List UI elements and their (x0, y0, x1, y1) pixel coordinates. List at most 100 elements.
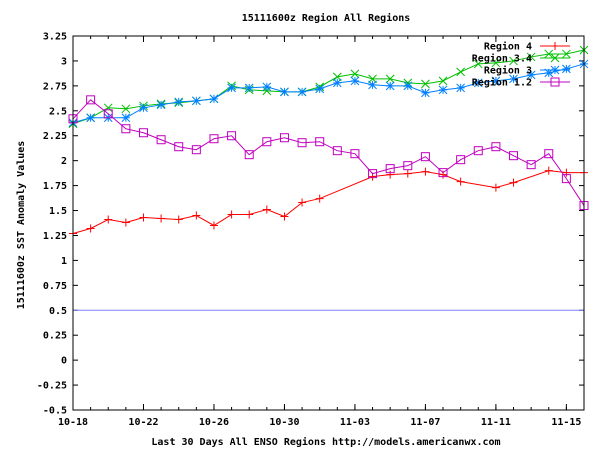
square-marker (174, 142, 184, 152)
square-marker (420, 152, 430, 162)
square-marker (209, 134, 219, 144)
plus-marker (209, 221, 218, 230)
asterisk-marker (280, 87, 289, 97)
square-marker (561, 174, 571, 184)
plus-marker (562, 168, 571, 177)
asterisk-marker (403, 81, 413, 91)
plus-marker (139, 213, 148, 222)
asterisk-marker (297, 87, 307, 97)
plus-marker (491, 183, 500, 192)
square-marker (509, 151, 519, 161)
y-tick-label: 3 (61, 56, 67, 67)
series-region-4 (69, 166, 588, 238)
x-marker (509, 56, 518, 66)
plus-marker (551, 42, 559, 50)
plus-marker (509, 178, 518, 187)
asterisk-marker (421, 88, 430, 98)
asterisk-marker (156, 100, 166, 110)
asterisk-marker (368, 80, 377, 90)
plus-marker (544, 166, 553, 175)
plus-marker (192, 211, 201, 220)
asterisk-marker (227, 83, 236, 93)
y-tick-label: 2.5 (49, 106, 67, 117)
y-tick-label: 2.75 (43, 81, 67, 92)
y-axis-label: 15111600z SST Anomaly Values (16, 141, 27, 310)
plus-marker (104, 215, 113, 224)
square-marker (456, 155, 466, 165)
x-tick-label: 10-30 (269, 417, 299, 428)
x-marker (103, 103, 113, 113)
y-tick-label: 0 (61, 356, 67, 367)
asterisk-marker (385, 81, 395, 91)
square-marker (297, 138, 307, 148)
asterisk-marker (121, 113, 131, 123)
asterisk-marker (174, 97, 184, 107)
plus-marker (86, 224, 95, 233)
asterisk-marker (526, 70, 536, 80)
square-marker (244, 150, 254, 160)
plot-frame (72, 35, 585, 411)
y-tick-label: 0.25 (43, 331, 67, 342)
plus-marker (439, 170, 448, 179)
x-tick-label: 11-07 (410, 417, 440, 428)
plus-marker (298, 198, 307, 207)
square-marker (550, 77, 560, 87)
square-marker (544, 149, 554, 159)
asterisk-marker (332, 78, 342, 88)
x-marker (562, 49, 571, 59)
y-tick-label: -0.5 (43, 406, 67, 417)
asterisk-marker (438, 85, 448, 95)
square-marker (473, 146, 483, 156)
square-marker (121, 124, 131, 134)
asterisk-marker (86, 113, 95, 123)
y-tick-label: -0.25 (37, 381, 67, 392)
x-marker (121, 104, 131, 114)
plus-marker (227, 210, 236, 219)
square-marker (315, 137, 325, 147)
plus-marker (315, 194, 324, 203)
x-marker (456, 67, 466, 77)
chart-title: 15111600z Region All Regions (242, 12, 411, 24)
series-layer (68, 45, 589, 238)
x-axis-label: Last 30 Days All ENSO Regions http://mod… (151, 436, 500, 448)
legend-label: Region 3 (484, 65, 532, 77)
asterisk-marker (139, 103, 148, 113)
x-marker (550, 53, 560, 63)
plus-marker (456, 177, 465, 186)
plus-marker (262, 205, 271, 214)
x-marker (438, 76, 448, 86)
plus-marker (245, 210, 254, 219)
legend-label: Region 4 (484, 41, 532, 53)
x-tick-label: 10-18 (58, 417, 88, 428)
x-marker (491, 58, 501, 68)
plus-marker (121, 218, 130, 227)
square-marker (191, 145, 201, 155)
square-marker (385, 164, 395, 174)
x-tick-label: 11-15 (551, 417, 581, 428)
x-marker (473, 59, 483, 69)
x-marker (350, 69, 360, 79)
square-marker (262, 137, 272, 147)
asterisk-marker (350, 76, 360, 86)
plus-marker (421, 167, 430, 176)
asterisk-marker (473, 78, 483, 88)
x-tick-label: 11-11 (481, 417, 511, 428)
square-marker (491, 142, 501, 152)
y-tick-label: 1.75 (43, 181, 67, 192)
legend-label: Region 3.4 (472, 53, 532, 65)
asterisk-marker (456, 83, 466, 93)
square-marker (526, 160, 536, 170)
x-tick-label: 11-03 (340, 417, 370, 428)
square-marker (86, 95, 96, 105)
plus-marker (157, 214, 166, 223)
series-line (72, 99, 585, 206)
x-marker (526, 52, 536, 62)
series-line (72, 170, 584, 234)
square-marker (227, 131, 237, 141)
axis-ticks: -0.5 -0.25 0 0.25 0.5 0.75 1 1.25 1.5 1.75 2 2.25 2.… (37, 32, 584, 428)
plus-marker (280, 212, 289, 221)
asterisk-marker (262, 82, 272, 92)
square-marker (332, 146, 342, 156)
y-tick-label: 1.25 (43, 231, 67, 242)
